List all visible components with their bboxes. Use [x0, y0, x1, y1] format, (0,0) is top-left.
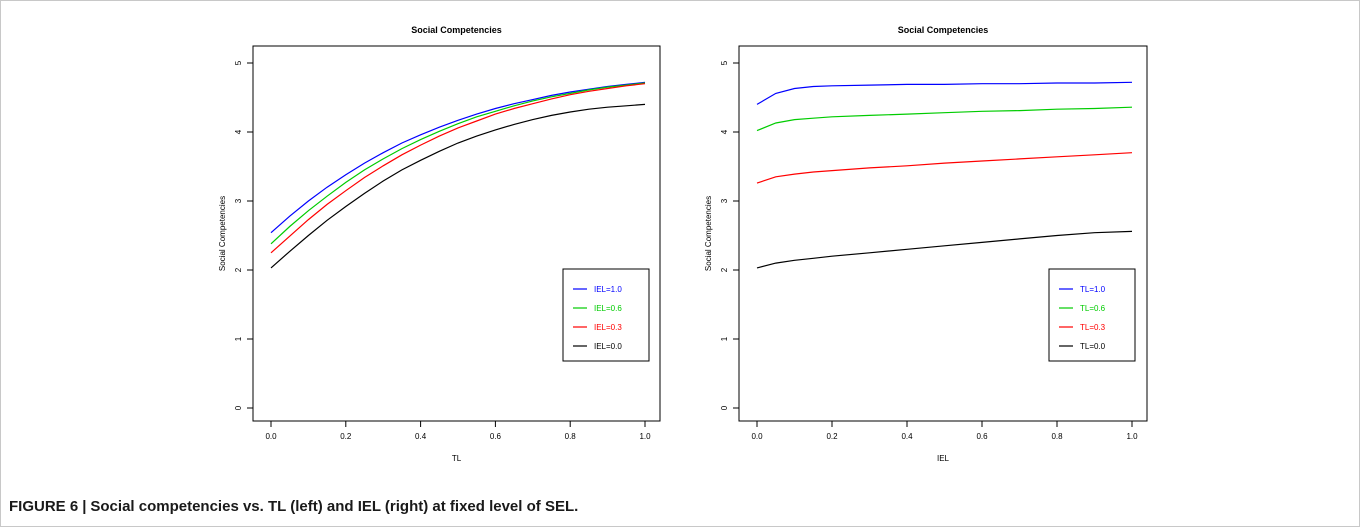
legend-entry: IEL=0.6 — [594, 304, 622, 313]
x-tick-label: 0.6 — [490, 432, 502, 441]
legend: TL=1.0 TL=0.6 TL=0.3 TL=0.0 — [1048, 268, 1136, 362]
figure-caption: FIGURE 6 | Social competencies vs. TL (lef… — [9, 498, 578, 515]
x-tick-label: 1.0 — [1126, 432, 1138, 441]
figure-canvas: Social Competencies 0.0 0.2 0.4 0.6 0.8 1.0 0 1 2… — [218, 25, 1148, 463]
y-tick-label: 3 — [234, 198, 243, 203]
x-tick-label: 1.0 — [639, 432, 651, 441]
caption-text: Social competencies vs. TL (left) and IE… — [90, 498, 579, 515]
x-tick-label: 0.6 — [976, 432, 988, 441]
series-line-IEL=0.6 — [270, 82, 646, 245]
y-tick-label: 2 — [720, 267, 729, 272]
chart-title: Social Competencies — [411, 25, 502, 35]
series-line-IEL=0.0 — [270, 103, 646, 269]
series-line-TL=1.0 — [756, 81, 1133, 105]
series-line-TL=0.3 — [756, 152, 1133, 184]
y-tick-label: 4 — [720, 129, 729, 134]
x-tick-label: 0.2 — [340, 432, 352, 441]
legend: IEL=1.0 IEL=0.6 IEL=0.3 IEL=0.0 — [562, 268, 650, 362]
chart-panel-2: Social Competencies 0.0 0.2 0.4 0.6 0.8 1.0 0 1 2… — [704, 25, 1148, 463]
x-tick-label: 0.8 — [1051, 432, 1063, 441]
y-tick-label: 2 — [234, 267, 243, 272]
x-tick-label: 0.8 — [565, 432, 577, 441]
series-line-TL=0.6 — [756, 106, 1133, 132]
legend-entry: TL=0.3 — [1080, 323, 1106, 332]
y-axis-label: Social Competencies — [704, 196, 713, 271]
x-tick-label: 0.4 — [415, 432, 427, 441]
y-tick-label: 4 — [234, 129, 243, 134]
y-tick-label: 0 — [234, 405, 243, 410]
x-tick-label: 0.4 — [901, 432, 913, 441]
plot-box — [252, 45, 661, 422]
y-axis-label: Social Competencies — [218, 196, 227, 271]
y-tick-label: 1 — [234, 336, 243, 341]
plot-box — [738, 45, 1148, 422]
y-tick-label: 5 — [720, 60, 729, 65]
y-tick-label: 1 — [720, 336, 729, 341]
legend-entry: TL=0.6 — [1080, 304, 1106, 313]
y-tick-label: 3 — [720, 198, 729, 203]
series-line-IEL=1.0 — [270, 81, 646, 234]
legend-entry: IEL=1.0 — [594, 285, 622, 294]
x-tick-label: 0.0 — [265, 432, 277, 441]
legend-entry: TL=0.0 — [1080, 342, 1106, 351]
caption-separator: | — [82, 498, 87, 515]
y-tick-label: 0 — [720, 405, 729, 410]
chart-panel-1: Social Competencies 0.0 0.2 0.4 0.6 0.8 1.0 0 1 2… — [218, 25, 661, 463]
y-tick-label: 5 — [234, 60, 243, 65]
series-line-IEL=0.3 — [270, 83, 646, 254]
x-axis-label: IEL — [937, 454, 950, 463]
x-axis-label: TL — [452, 454, 462, 463]
x-tick-label: 0.2 — [826, 432, 838, 441]
legend-entry: IEL=0.0 — [594, 342, 622, 351]
chart-title: Social Competencies — [898, 25, 989, 35]
series-line-TL=0.0 — [756, 230, 1133, 269]
figure-label: FIGURE 6 — [9, 498, 79, 515]
legend-entry: TL=1.0 — [1080, 285, 1106, 294]
x-tick-label: 0.0 — [751, 432, 763, 441]
legend-entry: IEL=0.3 — [594, 323, 622, 332]
